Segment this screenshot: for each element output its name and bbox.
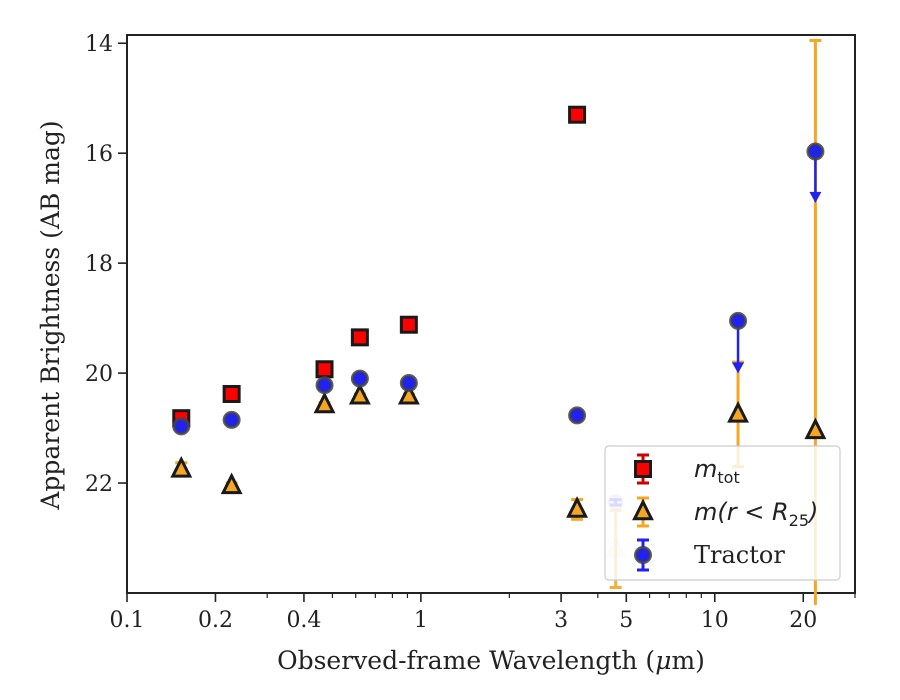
y-tick-label: 20 xyxy=(85,362,113,387)
legend: mtot m(r < R25) Tractor xyxy=(604,445,841,581)
x-tick-label: 0.4 xyxy=(286,608,321,633)
upper-limit-arrow-head xyxy=(732,362,745,374)
x-tick-label: 1 xyxy=(414,608,428,633)
x-tick-label: 10 xyxy=(701,608,729,633)
x-tick-label: 0.1 xyxy=(110,608,145,633)
data-point-triangle xyxy=(566,496,589,518)
legend-entry: m(r < R25) xyxy=(632,496,818,530)
x-tick-label: 5 xyxy=(619,608,633,633)
data-point-square xyxy=(399,315,418,334)
legend-frame xyxy=(604,445,841,581)
legend-label: m(r < R25) xyxy=(694,498,818,530)
x-axis-label-part-3: m) xyxy=(671,646,704,675)
x-tick-label: 0.2 xyxy=(198,608,233,633)
y-tick-label: 16 xyxy=(85,142,113,167)
x-tick-label: 3 xyxy=(554,608,568,633)
legend-entry: Tractor xyxy=(634,538,785,572)
data-point-square xyxy=(222,384,241,403)
data-point-circle xyxy=(729,311,748,330)
data-point-triangle xyxy=(313,391,336,414)
legend-marker-circle xyxy=(634,546,652,564)
legend-label: Tractor xyxy=(694,541,785,569)
data-point-circle xyxy=(568,406,587,425)
x-axis-label: Observed-frame Wavelength (μm) xyxy=(277,646,705,675)
y-tick-label: 18 xyxy=(85,252,113,277)
data-point-triangle xyxy=(170,455,193,478)
data-point-circle xyxy=(222,410,241,429)
legend-label: mtot xyxy=(694,455,740,487)
data-point-square xyxy=(315,360,334,379)
x-tick-label: 20 xyxy=(789,608,817,633)
y-tick-label: 14 xyxy=(85,32,113,57)
legend-marker-square xyxy=(634,460,652,478)
y-axis: 14 16 18 20 22 xyxy=(85,32,127,497)
data-point-circle xyxy=(806,142,825,161)
data-point-circle xyxy=(350,369,369,388)
data-point-circle xyxy=(172,417,191,436)
data-point-square xyxy=(350,328,369,347)
upper-limit-arrow-head xyxy=(809,191,822,203)
data-point-triangle xyxy=(804,417,827,440)
data-point-triangle xyxy=(220,472,243,495)
data-point-triangle xyxy=(348,382,371,405)
data-point-triangle xyxy=(397,382,420,405)
legend-entry: mtot xyxy=(634,453,740,487)
data-point-triangle xyxy=(727,400,749,423)
y-axis-label: Apparent Brightness (AB mag) xyxy=(36,120,65,510)
x-axis: 0.1 0.2 0.4 1 3 5 10 20 xyxy=(110,593,856,633)
legend-marker-triangle xyxy=(632,498,654,521)
data-point-square xyxy=(568,105,587,124)
data-point-circle xyxy=(399,373,418,392)
data-point-circle xyxy=(315,376,334,395)
y-tick-label: 22 xyxy=(85,472,113,497)
x-axis-label-part-1: Observed-frame Wavelength ( xyxy=(277,646,655,675)
series-m-tot xyxy=(172,105,587,428)
x-axis-label-mu: μ xyxy=(655,646,671,675)
